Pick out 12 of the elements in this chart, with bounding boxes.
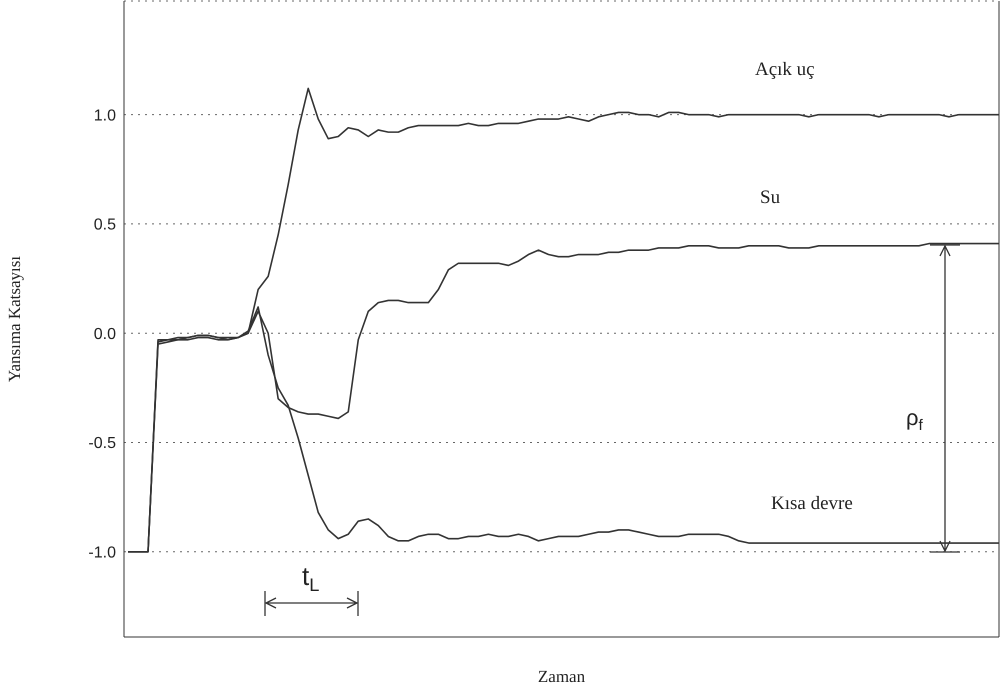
annotation: t$_{L}$ [302,561,320,596]
annotation: Kısa devre [771,493,853,514]
annotation: Açık uç [755,59,815,80]
y-tick-label: 1.0 [94,107,116,124]
annotation: ρ$_{f}$ [906,405,924,434]
y-axis-title: Yansıma Katsayısı [5,256,24,382]
y-tick-label: -1.0 [88,544,116,562]
y-tick-label: -0.5 [88,435,116,452]
y-tick-label: 0.5 [94,216,116,234]
x-axis-title: Zaman [538,667,586,686]
y-tick-label: 0.0 [94,326,116,343]
annotation: Su [760,187,781,208]
